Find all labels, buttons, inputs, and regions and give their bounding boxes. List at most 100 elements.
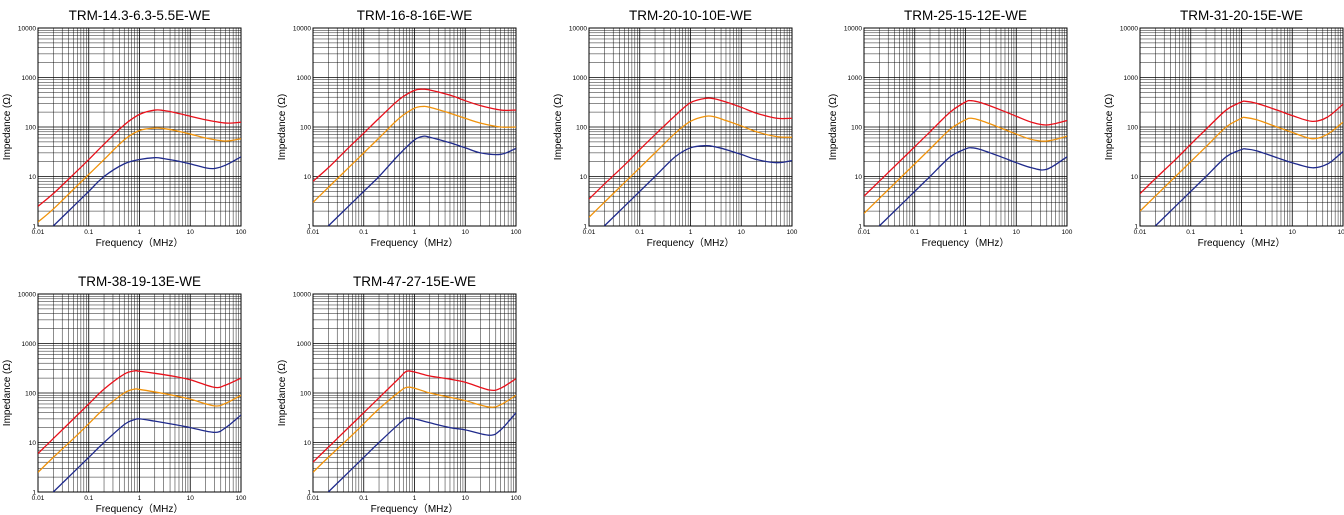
y-tick-label: 1 xyxy=(32,224,36,231)
impedance-curve-low xyxy=(1154,148,1343,226)
x-tick-label: 1 xyxy=(138,229,142,236)
y-axis-label: Impedance (Ω) xyxy=(277,94,288,160)
impedance-curve-mid xyxy=(38,388,241,473)
chart-title: TRM-14.3-6.3-5.5E-WE xyxy=(69,8,211,23)
x-axis-label: Frequency（MHz） xyxy=(371,237,459,249)
y-tick-label: 1 xyxy=(307,224,311,231)
x-tick-label: 0.01 xyxy=(858,229,871,236)
y-tick-label: 10 xyxy=(1131,174,1139,181)
y-tick-label: 10 xyxy=(304,174,312,181)
y-tick-label: 10000 xyxy=(1120,26,1138,33)
curves-group xyxy=(313,370,516,492)
x-tick-label: 1 xyxy=(689,229,693,236)
plot-frame xyxy=(37,293,242,493)
y-tick-label: 1000 xyxy=(297,75,312,82)
chart-panel: TRM-47-27-15E-WE 0.01 0.1 1 10 100 1 10 100 1000 1… xyxy=(277,274,522,515)
y-tick-label: 1000 xyxy=(848,75,863,82)
plot-frame xyxy=(588,27,793,227)
plot-frame xyxy=(1139,27,1344,227)
plot-frame xyxy=(312,293,517,493)
curves-group xyxy=(864,99,1067,226)
x-tick-label: 0.01 xyxy=(1134,229,1147,236)
y-axis-label: Impedance (Ω) xyxy=(828,94,839,160)
impedance-curve-mid xyxy=(313,386,516,473)
x-tick-label: 0.1 xyxy=(359,229,368,236)
x-tick-label: 0.01 xyxy=(307,495,320,502)
impedance-curve-low xyxy=(52,156,241,226)
y-tick-label: 1000 xyxy=(573,75,588,82)
x-tick-label: 100 xyxy=(1338,229,1344,236)
y-tick-label: 100 xyxy=(851,125,862,132)
chart-panel: TRM-25-15-12E-WE 0.01 0.1 1 10 100 1 10 100 1000 1… xyxy=(828,8,1073,249)
x-tick-label: 10 xyxy=(738,229,746,236)
y-tick-label: 1000 xyxy=(22,341,37,348)
curves-group xyxy=(1140,100,1343,226)
y-axis-label: Impedance (Ω) xyxy=(277,360,288,426)
impedance-curve-mid xyxy=(38,127,241,223)
y-axis-label: Impedance (Ω) xyxy=(1104,94,1115,160)
x-tick-label: 1 xyxy=(964,229,968,236)
impedance-curve-low xyxy=(603,144,792,226)
chart-panel: TRM-16-8-16E-WE 0.01 0.1 1 10 100 1 10 100 1000 10… xyxy=(277,8,522,249)
x-tick-label: 0.1 xyxy=(84,229,93,236)
chart-title: TRM-20-10-10E-WE xyxy=(629,8,752,23)
chart-title: TRM-31-20-15E-WE xyxy=(1180,8,1303,23)
impedance-curve-high xyxy=(38,109,241,207)
y-axis-label: Impedance (Ω) xyxy=(553,94,564,160)
x-tick-label: 0.1 xyxy=(1186,229,1195,236)
y-tick-label: 100 xyxy=(576,125,587,132)
y-tick-label: 10 xyxy=(855,174,863,181)
y-tick-label: 1000 xyxy=(297,341,312,348)
impedance-curve-mid xyxy=(864,117,1067,214)
x-tick-label: 10 xyxy=(187,495,195,502)
y-tick-label: 10000 xyxy=(569,26,587,33)
x-tick-label: 10 xyxy=(1013,229,1021,236)
y-tick-label: 1000 xyxy=(22,75,37,82)
x-axis-label: Frequency（MHz） xyxy=(922,237,1010,249)
y-tick-label: 10 xyxy=(304,440,312,447)
x-tick-label: 0.01 xyxy=(583,229,596,236)
x-tick-label: 10 xyxy=(187,229,195,236)
y-tick-label: 100 xyxy=(25,391,36,398)
curves-group xyxy=(38,109,241,226)
chart-title: TRM-16-8-16E-WE xyxy=(357,8,473,23)
chart-panel: TRM-31-20-15E-WE 0.01 0.1 1 10 100 1 10 100 1000 1… xyxy=(1104,8,1344,249)
impedance-curve-high xyxy=(38,370,241,454)
curves-group xyxy=(313,88,516,226)
x-axis-label: Frequency（MHz） xyxy=(647,237,735,249)
curves-group xyxy=(38,370,241,492)
y-tick-label: 1 xyxy=(1134,224,1138,231)
curves-group xyxy=(589,97,792,226)
x-tick-label: 1 xyxy=(413,229,417,236)
x-tick-label: 1 xyxy=(1240,229,1244,236)
y-tick-label: 1 xyxy=(32,490,36,497)
x-axis-label: Frequency（MHz） xyxy=(96,237,184,249)
y-tick-label: 100 xyxy=(300,125,311,132)
x-tick-label: 10 xyxy=(1289,229,1297,236)
chart-title: TRM-47-27-15E-WE xyxy=(353,274,476,289)
x-axis-label: Frequency（MHz） xyxy=(96,503,184,515)
y-axis-label: Impedance (Ω) xyxy=(2,94,13,160)
y-tick-label: 10000 xyxy=(293,26,311,33)
y-tick-label: 10 xyxy=(29,174,37,181)
y-tick-label: 1000 xyxy=(1124,75,1139,82)
y-tick-label: 10000 xyxy=(18,26,36,33)
x-tick-label: 100 xyxy=(511,495,522,502)
x-axis-label: Frequency（MHz） xyxy=(1198,237,1286,249)
impedance-curve-high xyxy=(864,99,1067,197)
x-tick-label: 10 xyxy=(462,229,470,236)
impedance-curve-low xyxy=(327,135,516,226)
x-tick-label: 0.01 xyxy=(307,229,320,236)
x-tick-label: 10 xyxy=(462,495,470,502)
x-tick-label: 100 xyxy=(1062,229,1073,236)
y-tick-label: 100 xyxy=(25,125,36,132)
chart-panel: TRM-20-10-10E-WE 0.01 0.1 1 10 100 1 10 100 1000 1… xyxy=(553,8,798,249)
x-tick-label: 1 xyxy=(138,495,142,502)
impedance-curve-high xyxy=(1140,100,1343,195)
y-tick-label: 100 xyxy=(300,391,311,398)
y-tick-label: 1 xyxy=(307,490,311,497)
plot-frame xyxy=(37,27,242,227)
chart-title: TRM-38-19-13E-WE xyxy=(78,274,201,289)
y-tick-label: 10 xyxy=(580,174,588,181)
x-tick-label: 0.1 xyxy=(635,229,644,236)
